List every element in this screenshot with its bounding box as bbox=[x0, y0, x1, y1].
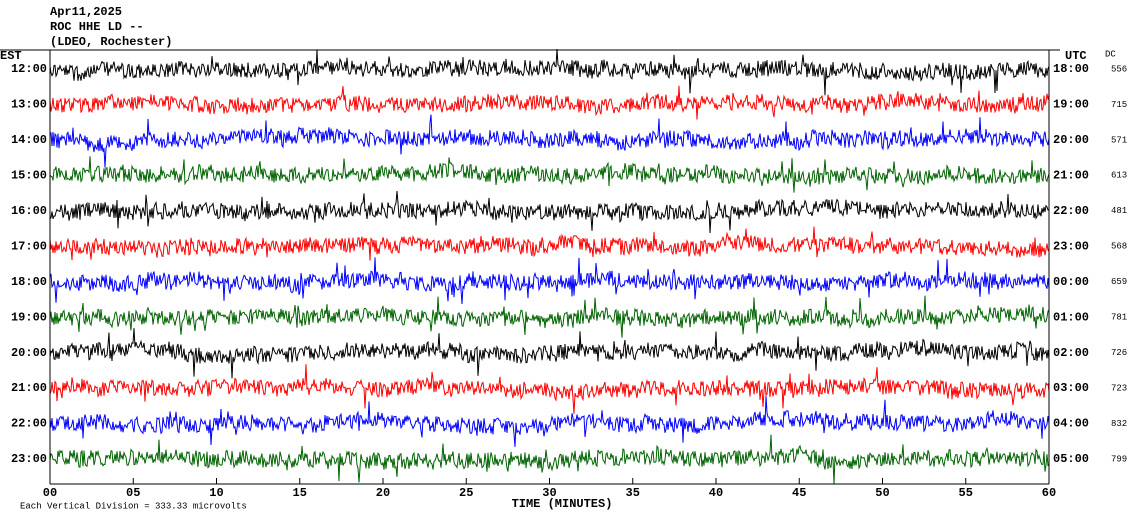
title-line: ROC HHE LD -- bbox=[50, 20, 144, 34]
dc-value: 481 bbox=[1111, 206, 1127, 216]
utc-label: 00:00 bbox=[1053, 275, 1089, 289]
est-label: 16:00 bbox=[11, 204, 47, 218]
utc-label: 03:00 bbox=[1053, 381, 1089, 395]
trace bbox=[49, 395, 1050, 447]
trace bbox=[50, 114, 1050, 168]
dc-value: 659 bbox=[1111, 277, 1127, 287]
trace bbox=[49, 190, 1050, 234]
est-label: 17:00 bbox=[11, 239, 47, 253]
trace bbox=[49, 257, 1050, 305]
dc-value: 723 bbox=[1111, 383, 1127, 393]
trace bbox=[49, 434, 1050, 485]
trace bbox=[49, 226, 1050, 261]
x-tick-label: 45 bbox=[792, 486, 806, 500]
dc-value: 571 bbox=[1111, 135, 1127, 145]
est-label: 13:00 bbox=[11, 98, 47, 112]
utc-label: 19:00 bbox=[1053, 98, 1089, 112]
dc-value: 781 bbox=[1111, 313, 1127, 323]
x-tick-label: 35 bbox=[626, 486, 640, 500]
est-label: 12:00 bbox=[11, 62, 47, 76]
trace bbox=[49, 364, 1050, 414]
x-tick-label: 50 bbox=[875, 486, 889, 500]
traces bbox=[49, 48, 1050, 485]
trace bbox=[49, 85, 1050, 120]
est-label: 22:00 bbox=[11, 417, 47, 431]
utc-label: 02:00 bbox=[1053, 346, 1089, 360]
est-label: 19:00 bbox=[11, 310, 47, 324]
title-line: Apr11,2025 bbox=[50, 5, 122, 19]
utc-label: 21:00 bbox=[1053, 169, 1089, 183]
trace bbox=[49, 156, 1050, 193]
dc-value: 613 bbox=[1111, 171, 1127, 181]
footer: Each Vertical Division = 333.33 microvol… bbox=[20, 501, 247, 511]
utc-label: 23:00 bbox=[1053, 239, 1089, 253]
utc-label: 05:00 bbox=[1053, 452, 1089, 466]
trace bbox=[49, 328, 1050, 379]
dc-value: 568 bbox=[1111, 242, 1127, 252]
trace bbox=[49, 48, 1050, 96]
utc-label: 01:00 bbox=[1053, 310, 1089, 324]
est-label: 21:00 bbox=[11, 381, 47, 395]
est-label: 15:00 bbox=[11, 169, 47, 183]
est-label: 23:00 bbox=[11, 452, 47, 466]
x-tick-label: 40 bbox=[709, 486, 723, 500]
title-line: (LDEO, Rochester) bbox=[50, 35, 172, 49]
x-tick-label: 55 bbox=[959, 486, 973, 500]
x-tick-label: 10 bbox=[209, 486, 223, 500]
est-label: 14:00 bbox=[11, 133, 47, 147]
x-tick-label: 20 bbox=[376, 486, 390, 500]
x-tick-label: 00 bbox=[43, 486, 57, 500]
x-tick-label: 25 bbox=[459, 486, 473, 500]
x-tick-label: 60 bbox=[1042, 486, 1056, 500]
dc-value: 556 bbox=[1111, 64, 1127, 74]
left-header: EST bbox=[0, 49, 22, 63]
trace bbox=[49, 295, 1050, 338]
est-label: 20:00 bbox=[11, 346, 47, 360]
x-tick-label: 15 bbox=[293, 486, 307, 500]
utc-label: 04:00 bbox=[1053, 417, 1089, 431]
dc-value: 832 bbox=[1111, 419, 1127, 429]
utc-label: 18:00 bbox=[1053, 62, 1089, 76]
utc-label: 22:00 bbox=[1053, 204, 1089, 218]
dc-value: 726 bbox=[1111, 348, 1127, 358]
est-label: 18:00 bbox=[11, 275, 47, 289]
utc-label: 20:00 bbox=[1053, 133, 1089, 147]
dc-value: 799 bbox=[1111, 454, 1127, 464]
x-tick-label: 05 bbox=[126, 486, 140, 500]
dc-value: 715 bbox=[1111, 100, 1127, 110]
x-axis-label: TIME (MINUTES) bbox=[512, 497, 613, 511]
right-header: UTC bbox=[1065, 49, 1087, 63]
x-tick-label: 30 bbox=[542, 486, 556, 500]
dc-header: DC bbox=[1105, 49, 1116, 59]
